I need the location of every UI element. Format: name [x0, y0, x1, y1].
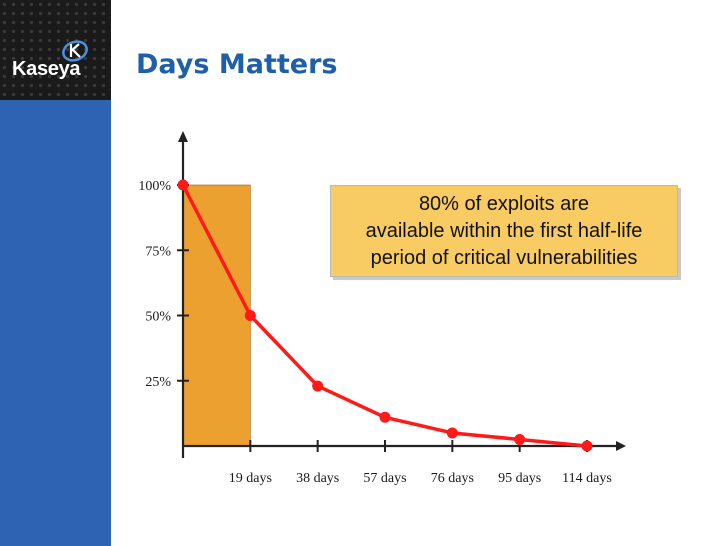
kaseya-logo: Kaseya — [12, 58, 81, 80]
x-tick-label: 57 days — [363, 471, 406, 486]
x-tick-label: 38 days — [296, 471, 339, 486]
chart-panel: 25% 50% 75% 100% 19 days 38 days 57 days 76 day… — [120, 128, 693, 495]
header-band — [111, 0, 728, 100]
logo-panel: Kaseya — [0, 0, 111, 100]
callout-box: 80% of exploits are available within the… — [330, 185, 678, 277]
data-point — [446, 427, 458, 439]
y-axis-arrow — [178, 131, 188, 142]
data-point — [177, 179, 189, 191]
data-point — [312, 380, 324, 392]
slide-title: Days Matters — [136, 49, 338, 80]
y-tick-label: 75% — [145, 244, 171, 259]
x-tick-label: 114 days — [562, 471, 612, 486]
kaseya-k-icon — [62, 40, 88, 62]
decay-chart: 25% 50% 75% 100% 19 days 38 days 57 days 76 day… — [138, 131, 626, 486]
data-point — [379, 411, 391, 423]
x-tick-label: 95 days — [498, 471, 541, 486]
x-axis-arrow — [616, 441, 626, 451]
data-point — [244, 310, 256, 321]
callout-text: 80% of exploits are available within the… — [365, 192, 643, 269]
half-life-region — [182, 184, 251, 447]
data-point — [581, 440, 593, 452]
data-point — [514, 433, 526, 445]
y-tick-label: 100% — [138, 179, 171, 194]
y-tick-label: 25% — [145, 375, 171, 390]
x-tick-label: 76 days — [431, 471, 474, 486]
y-tick-label: 50% — [145, 310, 171, 325]
x-tick-label: 19 days — [229, 471, 272, 486]
